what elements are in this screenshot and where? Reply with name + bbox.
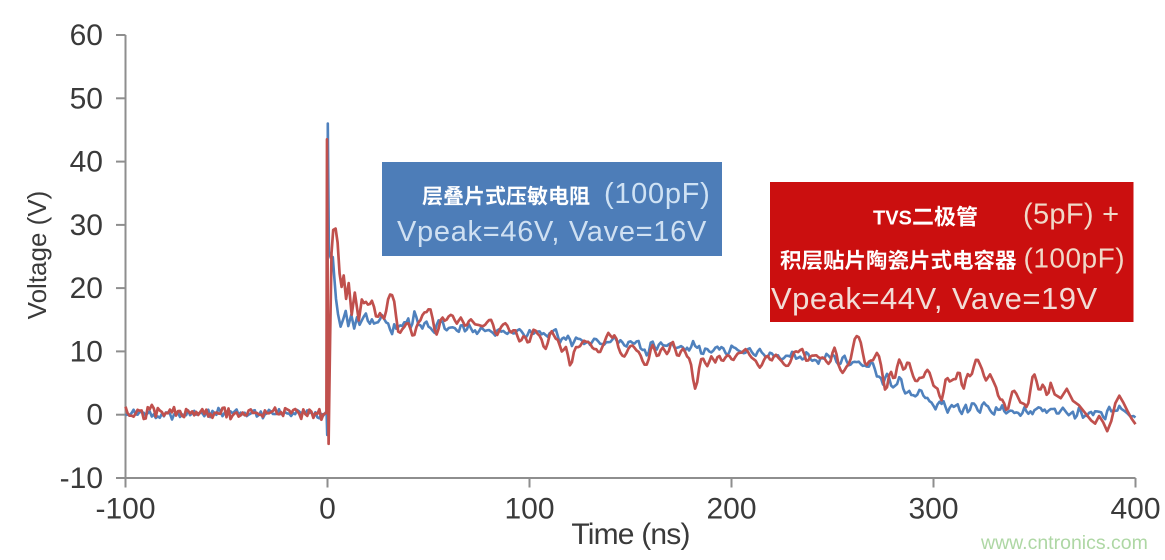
svg-text:20: 20 [70,272,103,305]
svg-text:-100: -100 [95,493,155,526]
svg-text:0: 0 [319,493,336,526]
svg-text:(100pF): (100pF) [1024,243,1126,274]
svg-text:30: 30 [70,209,103,242]
svg-text:TVS: TVS [873,208,912,230]
svg-text:60: 60 [70,19,103,52]
svg-text:50: 50 [70,82,103,115]
svg-text:200: 200 [706,493,756,526]
svg-text:Vpeak=44V, Vave=19V: Vpeak=44V, Vave=19V [771,281,1098,316]
svg-text:100: 100 [504,493,554,526]
svg-text:(100pF): (100pF) [604,178,710,210]
svg-text:0: 0 [86,399,103,432]
svg-text:Time (ns): Time (ns) [571,518,689,551]
svg-text:Vpeak=46V, Vave=16V: Vpeak=46V, Vave=16V [397,216,707,248]
svg-text:Voltage (V): Voltage (V) [22,191,52,320]
svg-text:-10: -10 [60,462,103,495]
svg-text:300: 300 [908,493,958,526]
svg-text:40: 40 [70,146,103,179]
svg-text:www.cntronics.com: www.cntronics.com [980,532,1148,554]
svg-text:(5pF) +: (5pF) + [1023,199,1119,231]
svg-text:400: 400 [1110,493,1160,526]
svg-text:10: 10 [70,335,103,368]
